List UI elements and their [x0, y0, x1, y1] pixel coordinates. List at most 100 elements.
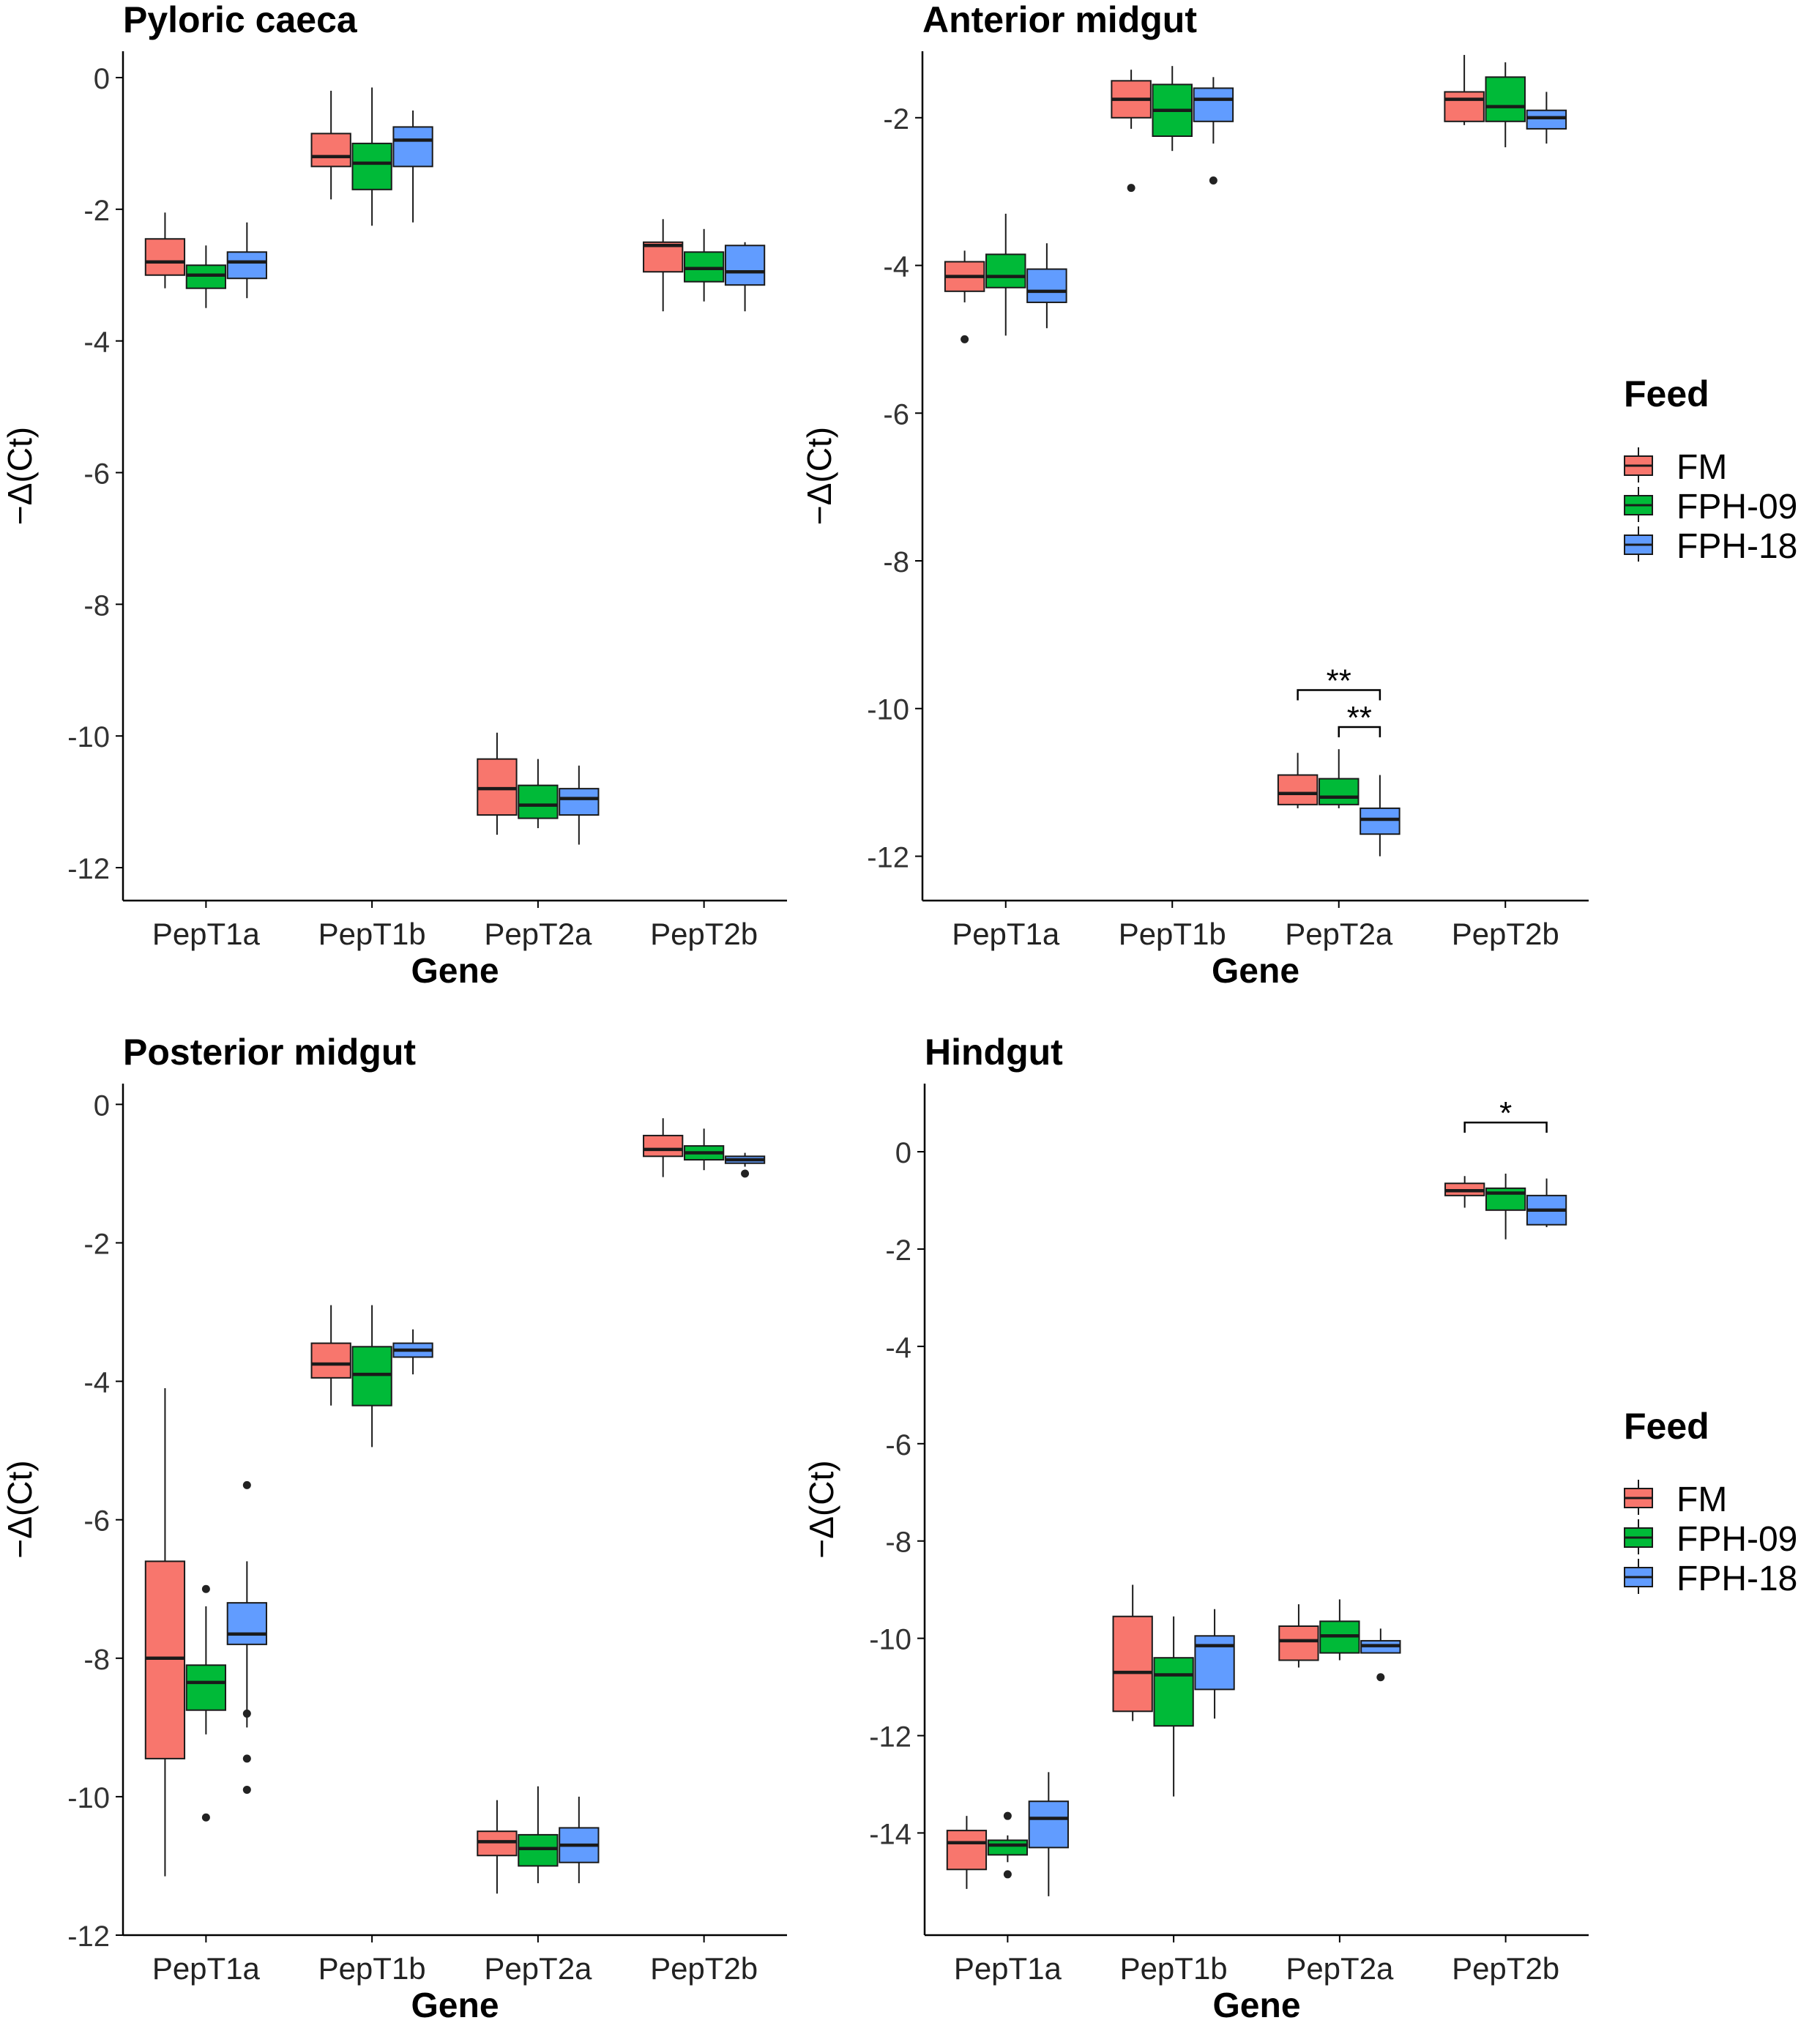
chart-title: Pyloric caeca [123, 0, 358, 40]
box-fph-18 [1026, 268, 1067, 303]
y-tick-label: -12 [67, 853, 110, 885]
legend-label: FM [1677, 1480, 1727, 1519]
legend-label: FPH-09 [1677, 488, 1797, 526]
x-tick-label: PepT2a [484, 1951, 592, 1986]
x-tick-label: PepT1a [954, 1951, 1062, 1986]
box-fph-18 [226, 251, 267, 280]
y-axis-label: −Δ(Ct) [1, 1460, 39, 1558]
outlier-point [242, 1709, 251, 1718]
outlier-point [961, 335, 969, 343]
box-fph-09 [185, 1664, 227, 1711]
y-tick-label: -6 [885, 1429, 911, 1461]
x-tick-label: PepT2a [1285, 917, 1393, 951]
legend-label: FM [1677, 448, 1727, 487]
y-tick-label: -4 [83, 327, 110, 359]
box-fph-18 [1194, 1635, 1235, 1691]
box-fm [310, 1342, 351, 1379]
significance-label: * [1499, 1095, 1512, 1131]
x-tick-label: PepT2a [1286, 1951, 1394, 1986]
panel-anterior-midgut: Anterior midgut -2 -4 -6 -8 -10 -12 −Δ(Ct) **** P… [800, 0, 1797, 991]
x-tick-label: PepT2b [650, 1951, 758, 1986]
box-fph-09 [987, 1839, 1029, 1856]
y-tick-label: -2 [83, 1228, 110, 1260]
outlier-point [1003, 1811, 1012, 1820]
y-tick-label: 0 [895, 1137, 911, 1169]
x-tick-label: PepT2b [1452, 917, 1559, 951]
legend-title: Feed [1624, 1406, 1709, 1447]
y-tick-label: -12 [867, 841, 909, 873]
y-tick-label: -2 [885, 1234, 911, 1267]
box-fm [946, 1830, 988, 1871]
x-tick-label: PepT1b [1120, 1951, 1228, 1986]
panel-pyloric-caeca: Pyloric caeca 0 -2 -4 -6 -8 -10 -12 −Δ(Ct) PepT1a… [1, 0, 787, 991]
box-fm [144, 238, 186, 276]
y-tick-label: -10 [67, 721, 110, 753]
x-axis-label: Gene [411, 1986, 499, 2019]
box-fm [1444, 91, 1485, 122]
y-tick-label: -4 [883, 251, 909, 283]
box-fph-18 [1028, 1800, 1069, 1849]
significance-bracket [1338, 726, 1381, 737]
y-tick-label: -2 [83, 195, 110, 227]
x-tick-label: PepT1b [1119, 917, 1226, 951]
y-tick-label: -12 [869, 1721, 911, 1754]
x-axis-label: Gene [1212, 952, 1299, 991]
x-tick-label: PepT1b [318, 917, 426, 951]
significance-label: ** [1347, 700, 1372, 736]
y-axis-label: −Δ(Ct) [802, 1460, 840, 1558]
y-tick-label: -2 [883, 103, 909, 135]
box-fph-09 [1319, 778, 1360, 805]
outlier-point [201, 1584, 210, 1593]
y-tick-label: -8 [885, 1527, 911, 1559]
significance-bracket [1297, 689, 1381, 701]
significance-label: ** [1327, 663, 1351, 699]
y-tick-label: -8 [83, 1644, 110, 1676]
legend-label: FPH-18 [1677, 1560, 1797, 1598]
outlier-point [741, 1169, 750, 1178]
box-fph-09 [1485, 76, 1526, 122]
box-fph-18 [1526, 109, 1567, 130]
legend-label: FPH-09 [1677, 1520, 1797, 1559]
box-fm [477, 1830, 518, 1857]
y-axis-label: −Δ(Ct) [1, 427, 39, 525]
chart-title: Posterior midgut [123, 1032, 416, 1073]
box-fm [1112, 1615, 1153, 1713]
box-fph-18 [1193, 87, 1234, 122]
x-tick-label: PepT1a [952, 917, 1060, 951]
box-fm [1277, 774, 1319, 805]
box-fph-18 [559, 788, 600, 816]
y-tick-label: -10 [67, 1782, 110, 1814]
outlier-point [1003, 1870, 1012, 1879]
outlier-point [201, 1813, 210, 1822]
x-tick-label: PepT1b [318, 1951, 426, 1986]
y-tick-label: 0 [94, 1089, 110, 1122]
y-tick-label: -12 [67, 1920, 110, 1953]
y-tick-label: -6 [83, 1505, 110, 1538]
x-tick-label: PepT2b [650, 917, 758, 951]
y-tick-label: -6 [83, 458, 110, 491]
box-fm [643, 1134, 684, 1158]
outlier-point [242, 1754, 251, 1763]
box-fph-18 [724, 245, 766, 286]
box-fph-18 [1360, 807, 1401, 835]
chart-title: Anterior midgut [922, 0, 1197, 40]
x-axis-label: Gene [411, 952, 499, 991]
y-tick-label: -10 [867, 694, 909, 726]
box-fph-09 [1153, 1657, 1194, 1727]
x-tick-label: PepT2b [1452, 1951, 1559, 1986]
box-fph-18 [392, 126, 433, 168]
box-fph-09 [518, 1833, 559, 1867]
box-fm [1278, 1625, 1319, 1661]
box-fph-09 [985, 253, 1026, 288]
x-axis-label: Gene [1212, 1986, 1300, 2019]
y-axis-label: −Δ(Ct) [800, 427, 838, 525]
panel-posterior-midgut: Posterior midgut 0 -2 -4 -6 -8 -10 -12 −Δ(Ct) Pep… [1, 1032, 787, 2023]
outlier-point [1376, 1673, 1385, 1682]
box-fph-18 [226, 1602, 267, 1645]
outlier-point [242, 1480, 251, 1489]
outlier-point [1209, 176, 1217, 185]
